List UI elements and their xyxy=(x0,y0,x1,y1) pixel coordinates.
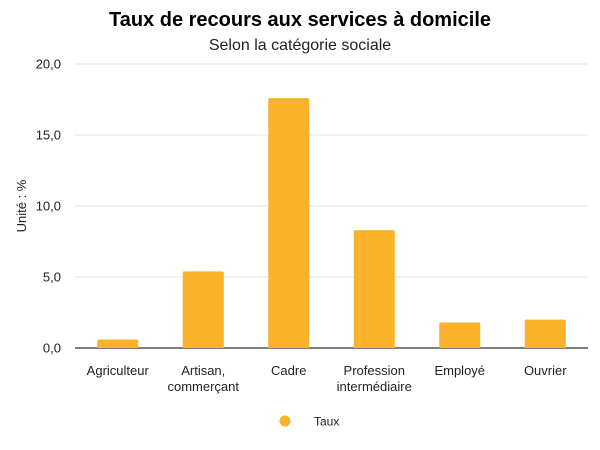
y-tick-label: 15,0 xyxy=(36,128,61,143)
x-tick-label: Profession intermédiaire xyxy=(337,363,412,394)
grid-lines xyxy=(75,63,588,349)
bar xyxy=(182,271,224,348)
x-tick-label-line: Ouvrier xyxy=(524,363,567,378)
x-tick-label-line: Cadre xyxy=(271,363,306,378)
x-tick-label: Artisan, commerçant xyxy=(167,363,239,394)
x-tick-label-line: commerçant xyxy=(167,379,239,394)
x-tick-label-line: Artisan, xyxy=(181,363,225,378)
legend-marker xyxy=(279,415,291,427)
x-tick-label: Employé xyxy=(434,363,485,378)
x-tick-label-line: Agriculteur xyxy=(87,363,150,378)
x-tick-label-line: Profession xyxy=(344,363,405,378)
chart-title: Taux de recours aux services à domicile xyxy=(109,9,491,31)
y-tick-label: 20,0 xyxy=(36,57,61,72)
legend-label: Taux xyxy=(314,415,339,429)
y-tick-label: 0,0 xyxy=(43,341,61,356)
bar xyxy=(524,319,566,348)
x-tick-label: Ouvrier xyxy=(524,363,567,378)
y-tick-label: 5,0 xyxy=(43,270,61,285)
x-axis-ticks: Agriculteur Artisan, commerçant Cadre Profes… xyxy=(87,363,568,394)
x-tick-label: Cadre xyxy=(271,363,306,378)
y-tick-label: 10,0 xyxy=(36,199,61,214)
x-tick-label: Agriculteur xyxy=(87,363,150,378)
chart-subtitle: Selon la catégorie sociale xyxy=(209,37,391,54)
x-tick-label-line: intermédiaire xyxy=(337,379,412,394)
bar xyxy=(353,230,395,348)
y-axis-title: Unité : % xyxy=(14,179,29,232)
bars xyxy=(97,98,566,348)
bar xyxy=(97,339,139,348)
bar xyxy=(268,98,310,348)
bar xyxy=(439,322,481,348)
legend: Taux xyxy=(279,415,339,429)
y-axis-ticks: 0,0 5,0 10,0 15,0 20,0 xyxy=(36,57,61,356)
x-tick-label-line: Employé xyxy=(434,363,485,378)
